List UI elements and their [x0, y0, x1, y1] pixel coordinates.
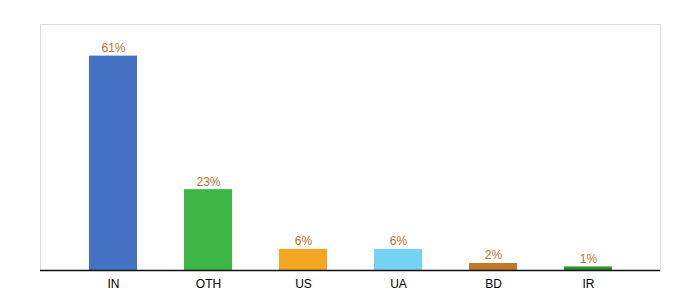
- svg-text:1%: 1%: [580, 252, 598, 266]
- svg-text:OTH: OTH: [196, 277, 221, 291]
- svg-text:BD: BD: [485, 277, 502, 291]
- svg-text:6%: 6%: [390, 234, 408, 248]
- svg-text:2%: 2%: [485, 248, 503, 262]
- svg-text:IN: IN: [108, 277, 120, 291]
- svg-text:US: US: [295, 277, 312, 291]
- svg-text:6%: 6%: [295, 234, 313, 248]
- svg-text:UA: UA: [390, 277, 407, 291]
- svg-text:IR: IR: [583, 277, 595, 291]
- svg-text:61%: 61%: [101, 41, 125, 55]
- svg-text:23%: 23%: [196, 175, 220, 189]
